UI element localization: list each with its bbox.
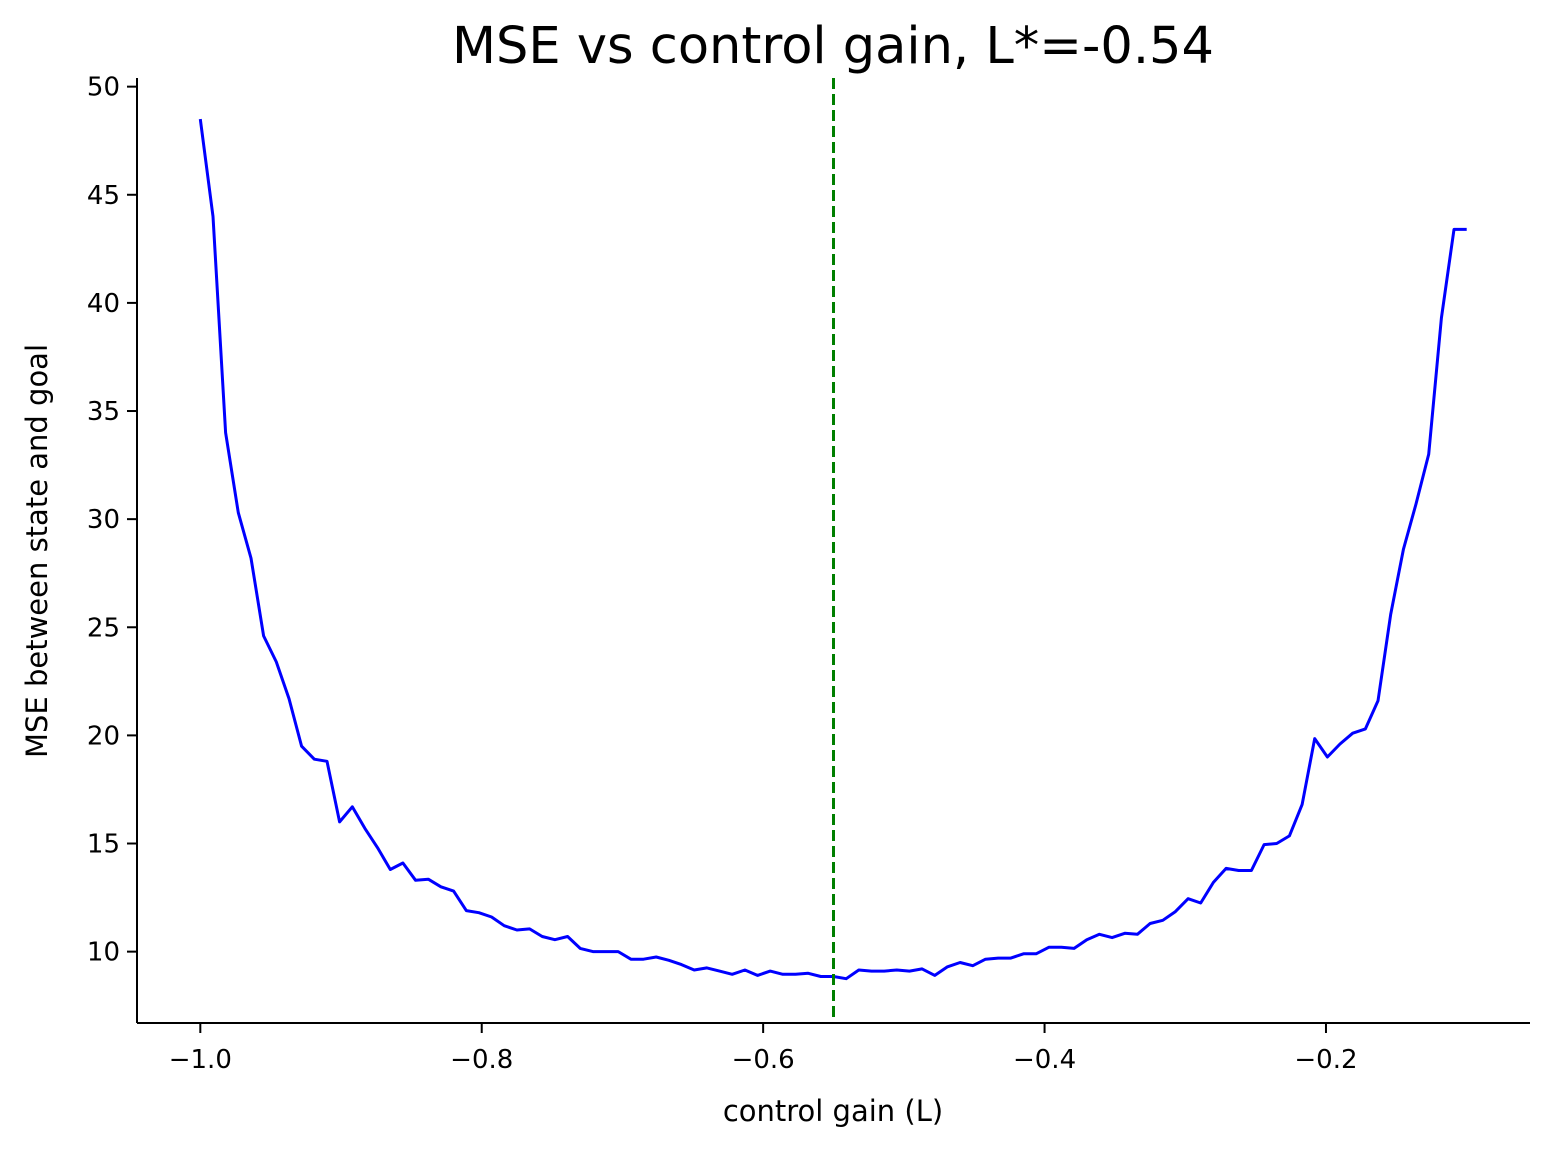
y-tick-label: 30 [87, 505, 120, 535]
chart-title: MSE vs control gain, L*=-0.54 [452, 17, 1214, 76]
y-tick-label: 40 [87, 289, 120, 319]
y-tick-label: 20 [87, 721, 120, 751]
axes [136, 78, 1530, 1024]
y-axis-label: MSE between state and goal [20, 344, 54, 758]
y-tick-label: 10 [87, 938, 120, 968]
y-tick-label: 35 [87, 397, 120, 427]
x-tick-label: −0.8 [450, 1045, 513, 1075]
x-tick-label: −0.4 [1013, 1045, 1076, 1075]
x-ticks: −1.0 −0.8 −0.6 −0.4 −0.2 [169, 1023, 1358, 1075]
y-ticks: 10 15 20 25 30 35 40 45 50 [87, 73, 137, 968]
y-tick-label: 45 [87, 181, 120, 211]
y-tick-label: 50 [87, 73, 120, 103]
x-tick-label: −0.2 [1294, 1045, 1357, 1075]
x-tick-label: −1.0 [169, 1045, 232, 1075]
y-tick-label: 15 [87, 830, 120, 860]
y-tick-label: 25 [87, 613, 120, 643]
plot-area [198, 78, 1467, 1023]
x-axis-label: control gain (L) [723, 1094, 943, 1128]
x-tick-label: −0.6 [732, 1045, 795, 1075]
